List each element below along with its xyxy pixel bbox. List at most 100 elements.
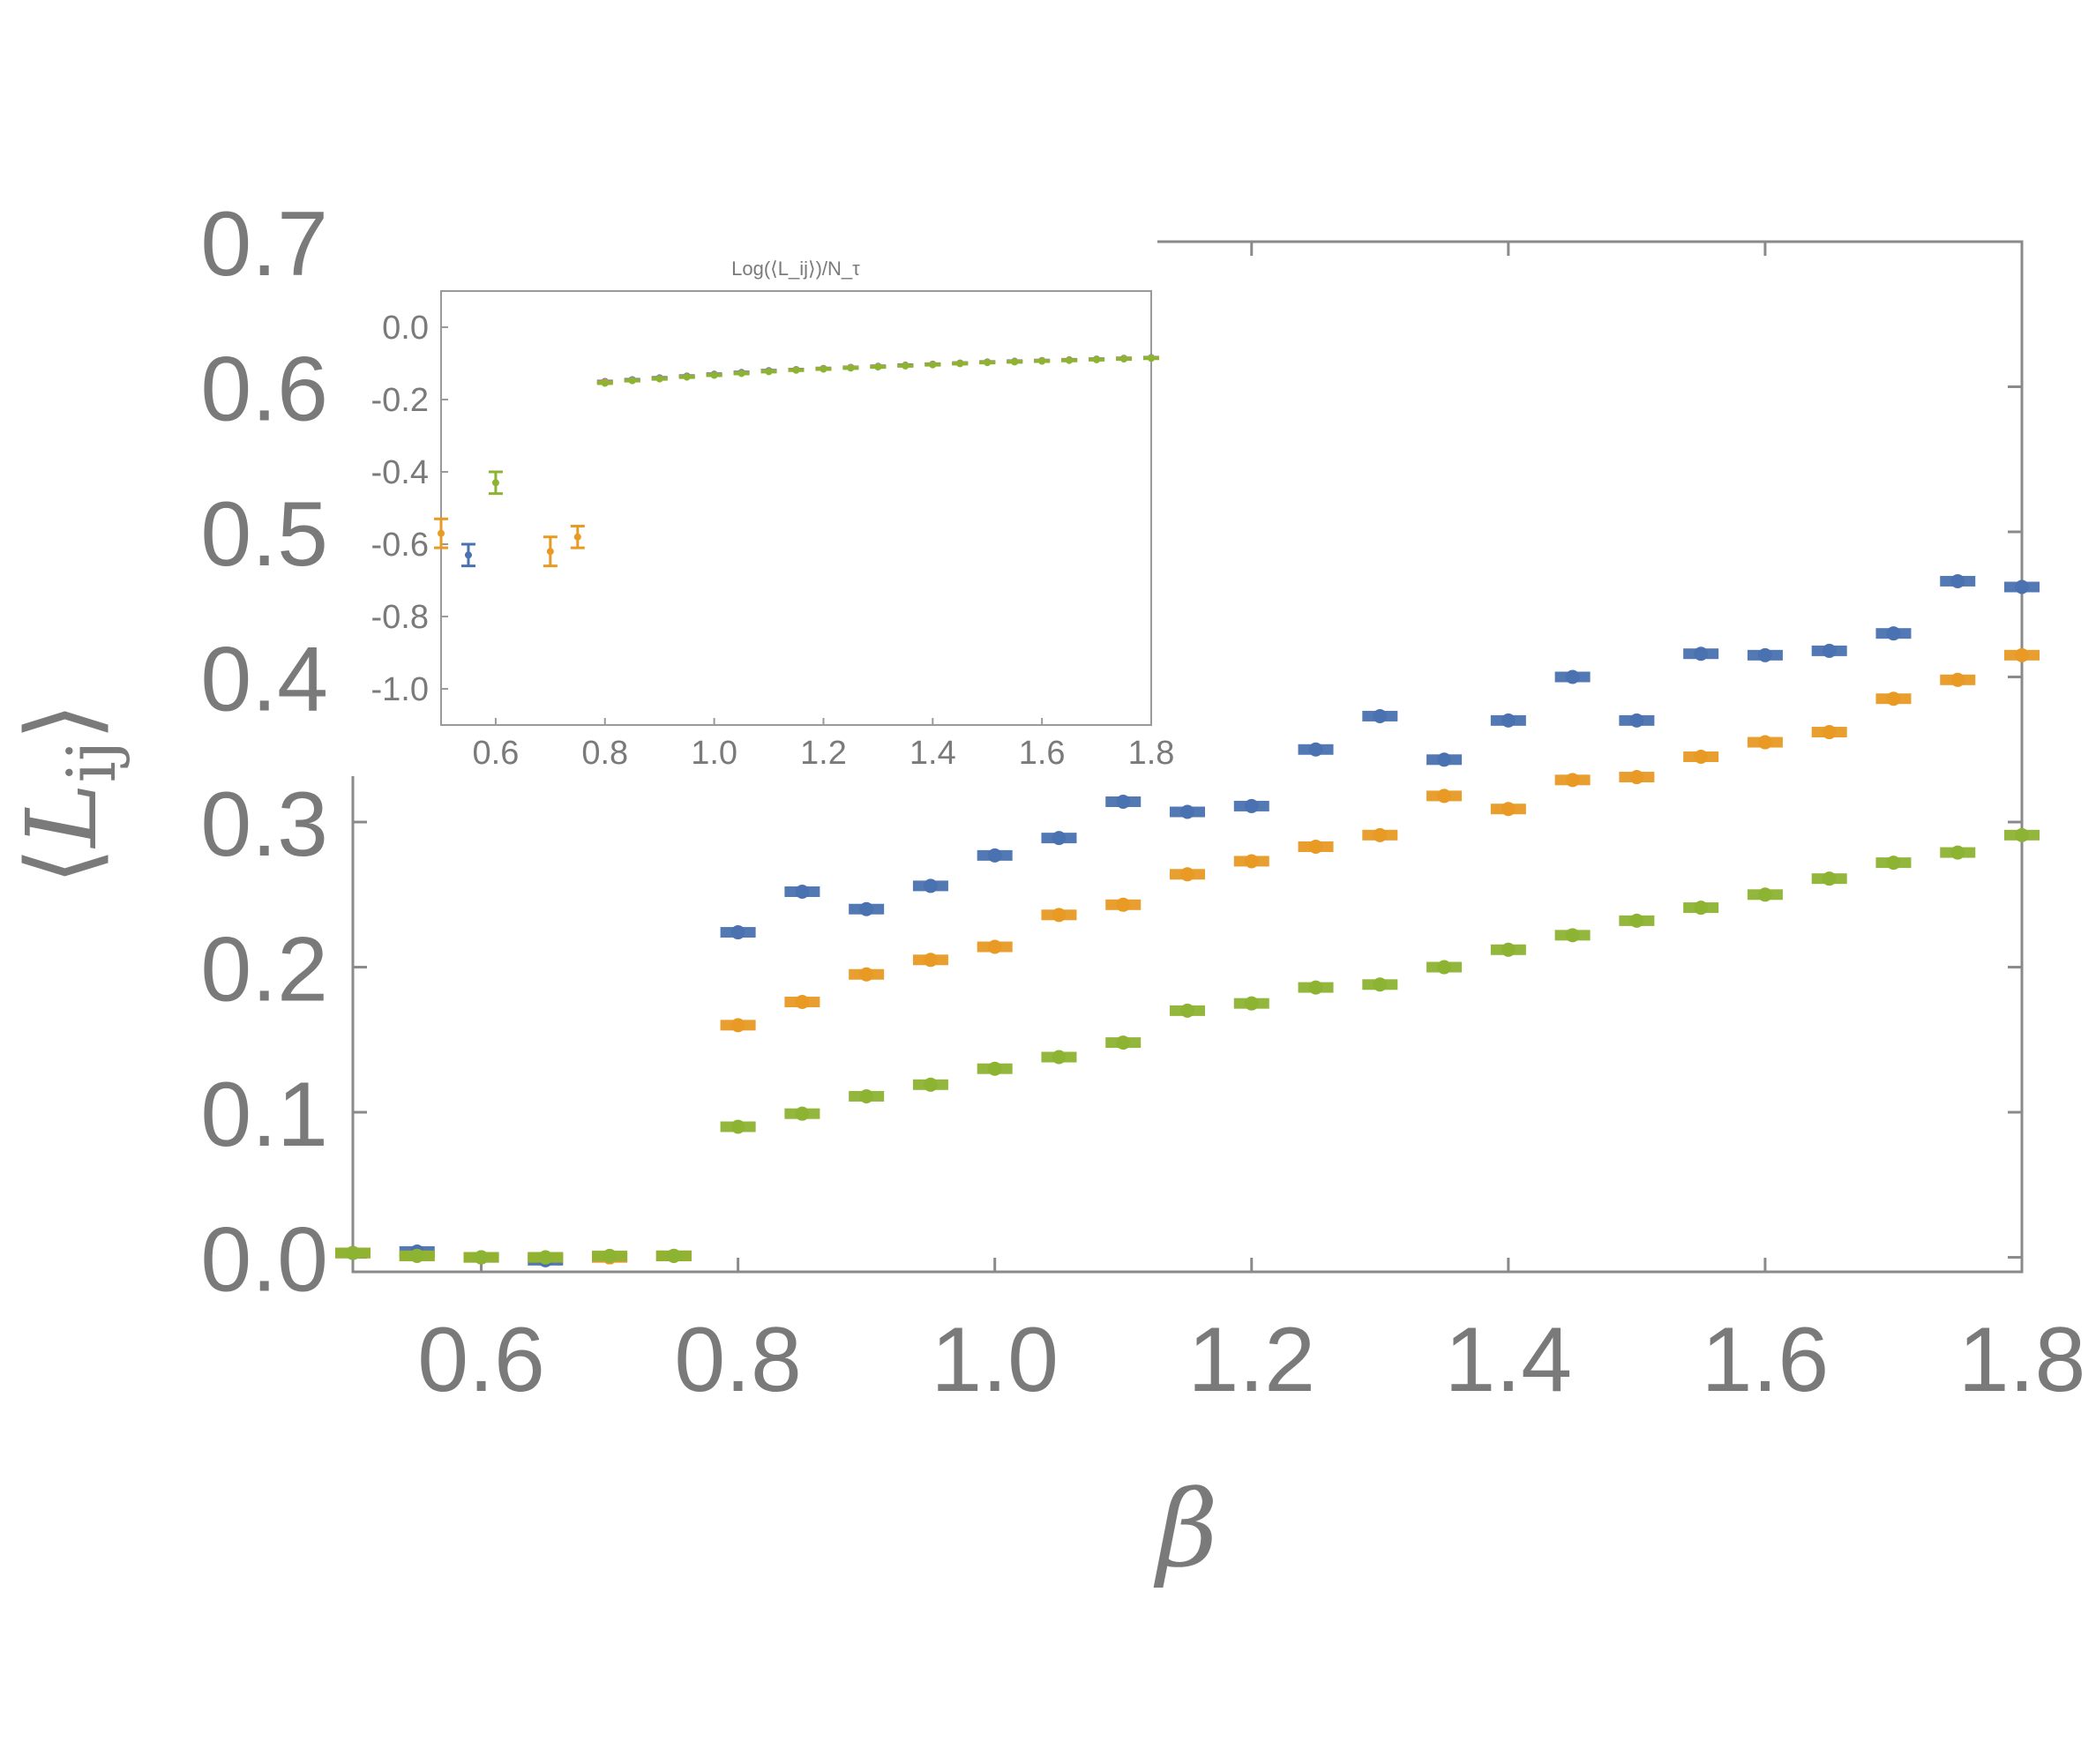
main-plot: 0.6 0.8 1.0 1.2 1.4 1.6 1.8 0.0 0.1 0.2 0.3 0.4 0.5 0… <box>5 193 2085 1591</box>
data-point <box>2015 579 2029 594</box>
y-axis-title-open-bracket: ⟨ <box>5 847 118 885</box>
y-tick-label: 0.0 <box>200 1209 328 1312</box>
data-point <box>1629 770 1644 785</box>
data-point <box>1052 831 1067 846</box>
data-point <box>1437 752 1452 767</box>
y-axis-title-main: L <box>5 782 118 848</box>
inset-data-point <box>491 479 499 487</box>
data-point <box>1501 942 1516 957</box>
data-point <box>1757 887 1772 902</box>
data-point <box>1244 798 1259 813</box>
inset-data-point <box>601 379 609 387</box>
data-point <box>987 939 1002 954</box>
inset-data-point <box>956 360 964 368</box>
x-tick-label: 1.4 <box>1445 1309 1573 1411</box>
x-tick-label: 0.8 <box>674 1309 802 1411</box>
data-point <box>409 1248 424 1263</box>
data-point <box>1822 871 1837 886</box>
data-point <box>795 995 810 1010</box>
data-point <box>987 848 1002 863</box>
inset-data-point <box>1148 355 1155 363</box>
inset-x-tick-label: 1.6 <box>1019 735 1066 772</box>
inset-x-tick-label: 0.8 <box>581 735 628 772</box>
data-point <box>1437 960 1452 975</box>
inset-plot-frame <box>440 290 1152 726</box>
inset-series-3 <box>488 355 1159 496</box>
data-point <box>1886 691 1901 706</box>
inset-data-point <box>1120 355 1128 363</box>
data-point <box>1822 725 1837 740</box>
inset-data-points <box>434 354 1159 568</box>
main-axis-ticks: 0.6 0.8 1.0 1.2 1.4 1.6 1.8 0.0 0.1 0.2 0.3 0.4 0.5 0… <box>200 193 2085 1411</box>
data-point <box>1244 996 1259 1011</box>
inset-data-point <box>902 362 910 370</box>
inset-x-tick-label: 1.4 <box>910 735 956 772</box>
data-point <box>1052 908 1067 923</box>
inset-data-point <box>737 370 745 377</box>
inset-x-tick-label: 1.0 <box>691 735 737 772</box>
data-point <box>1501 713 1516 728</box>
data-point <box>923 1077 938 1092</box>
data-point <box>1116 897 1131 912</box>
inset-data-point <box>984 359 992 367</box>
data-point <box>795 884 810 899</box>
inset-data-point <box>874 363 882 371</box>
data-point <box>1308 839 1323 854</box>
inset-data-point <box>683 373 691 381</box>
data-point <box>603 1248 618 1263</box>
inset-x-tick-label: 0.6 <box>473 735 520 772</box>
data-point <box>1180 804 1194 819</box>
data-point <box>1565 928 1580 943</box>
y-tick-label: 0.4 <box>200 629 328 731</box>
y-axis-title-sub: ij <box>52 741 131 783</box>
inset-plot: 0.6 0.8 1.0 1.2 1.4 1.6 1.8 0.0 -0.2 -0.4 -0.6 -0.8… <box>346 236 1174 776</box>
x-tick-label: 1.0 <box>931 1309 1059 1411</box>
data-point <box>1950 845 1965 860</box>
inset-data-point <box>1066 356 1074 364</box>
data-point <box>1308 980 1323 995</box>
data-point <box>1950 573 1965 588</box>
data-point <box>1757 647 1772 662</box>
data-point <box>1565 773 1580 788</box>
inset-data-point <box>464 551 472 559</box>
inset-data-point <box>1011 358 1019 366</box>
y-tick-label: 0.5 <box>200 483 328 586</box>
inset-title: Log(⟨L_ij⟩)/N_τ <box>731 258 860 280</box>
data-point <box>923 953 938 968</box>
inset-axis-ticks: 0.6 0.8 1.0 1.2 1.4 1.6 1.8 0.0 -0.2 -0.4 -0.6 -0.8… <box>371 310 1175 772</box>
data-point <box>1052 1050 1067 1065</box>
inset-x-tick-label: 1.8 <box>1128 735 1175 772</box>
inset-data-point <box>655 375 663 383</box>
data-point <box>474 1250 489 1265</box>
main-x-axis-title: β <box>1153 1469 1217 1591</box>
data-point <box>1950 672 1965 687</box>
main-series-3 <box>335 827 2040 1265</box>
data-point <box>1244 854 1259 869</box>
inset-data-point <box>546 548 554 556</box>
y-tick-label: 0.7 <box>200 193 328 295</box>
data-point <box>538 1250 553 1265</box>
inset-y-tick-label: -0.4 <box>371 454 429 491</box>
x-tick-label: 1.8 <box>1958 1309 2086 1411</box>
y-axis-title-close-bracket: ⟩ <box>5 703 118 741</box>
inset-y-tick-label: -0.8 <box>371 599 429 636</box>
data-point <box>1757 735 1772 750</box>
data-point <box>1886 626 1901 641</box>
data-point <box>987 1061 1002 1076</box>
data-point <box>2015 827 2029 842</box>
data-point <box>730 1119 745 1134</box>
data-point <box>1822 643 1837 658</box>
inset-data-point <box>1038 357 1046 365</box>
data-point <box>346 1245 360 1260</box>
inset-data-point <box>573 533 581 541</box>
data-point <box>1180 1003 1194 1018</box>
data-point <box>1116 794 1131 809</box>
inset-y-tick-label: -0.2 <box>371 382 429 419</box>
data-point <box>2015 647 2029 662</box>
inset-data-point <box>765 368 773 376</box>
data-point <box>1501 802 1516 817</box>
data-point <box>1437 789 1452 804</box>
data-point <box>1629 913 1644 928</box>
inset-data-point <box>628 377 636 385</box>
